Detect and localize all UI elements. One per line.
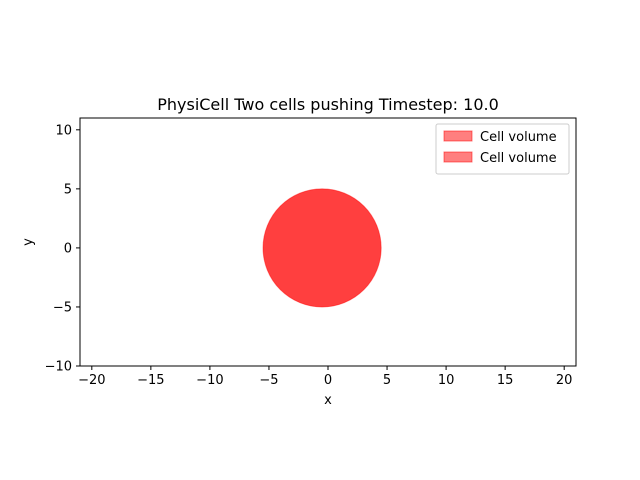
x-axis-ticks: −20 −15 −10 −5 0 5 10 15 20	[78, 366, 572, 388]
x-tick-label: 10	[438, 373, 455, 388]
legend-swatch	[443, 151, 473, 163]
y-axis-label: y	[21, 238, 36, 246]
y-tick-label: 10	[55, 123, 72, 138]
x-tick-label: 0	[324, 373, 332, 388]
x-tick-label: 5	[383, 373, 391, 388]
y-axis-ticks: −10 −5 0 5 10	[45, 123, 80, 375]
x-tick-label: −15	[137, 373, 164, 388]
y-tick-label: 0	[64, 241, 72, 256]
cells-layer	[262, 188, 382, 308]
legend-label: Cell volume	[480, 130, 557, 145]
x-tick-label: 20	[556, 373, 573, 388]
legend-items: Cell volume Cell volume	[443, 130, 557, 166]
legend: Cell volume Cell volume	[435, 123, 570, 175]
y-tick-label: −10	[45, 360, 72, 375]
x-axis-label: x	[324, 393, 332, 408]
x-tick-label: −20	[78, 373, 105, 388]
x-tick-label: −5	[259, 373, 278, 388]
y-tick-label: 5	[64, 182, 72, 197]
legend-label: Cell volume	[480, 151, 557, 166]
y-tick-label: −5	[53, 300, 72, 315]
x-tick-label: 15	[497, 373, 514, 388]
chart-title: PhysiCell Two cells pushing Timestep: 10…	[157, 95, 499, 114]
legend-swatch	[443, 130, 473, 142]
x-tick-label: −10	[196, 373, 223, 388]
cell-volume-circle-2	[262, 188, 382, 308]
